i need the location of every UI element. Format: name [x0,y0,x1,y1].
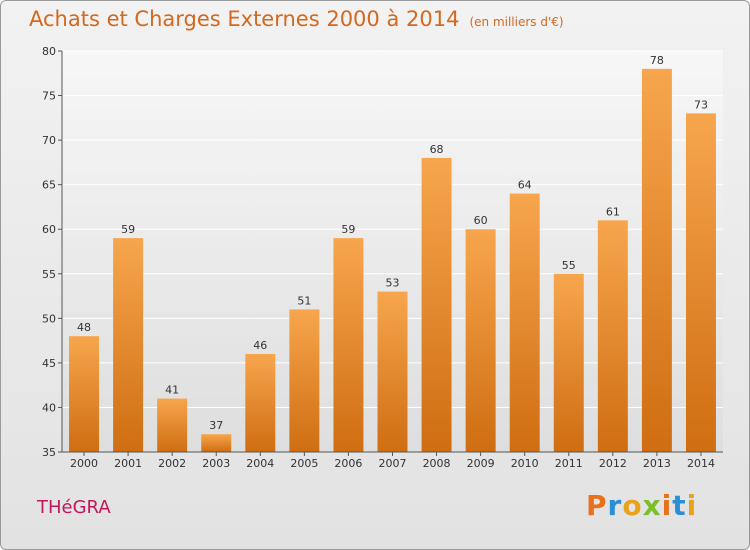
chart-title: Achats et Charges Externes 2000 à 2014 [29,7,460,31]
x-tick-label: 2006 [334,457,362,470]
y-tick-label: 55 [42,268,56,281]
y-tick-label: 75 [42,90,56,103]
y-tick-label: 70 [42,134,56,147]
logo-letter: r [607,489,623,522]
bar-value-label: 78 [650,54,664,67]
bar [641,68,672,453]
bars: 48 59 41 37 46 51 59 53 68 60 64 55 61 78 73 [69,54,716,453]
bar-value-label: 59 [121,223,135,236]
bar [245,353,276,452]
logo-letter: i [686,489,698,522]
y-axis-ticks: 35 40 45 50 55 60 65 70 75 80 [42,45,62,459]
bar [333,238,364,452]
bar [597,220,628,452]
y-tick-label: 35 [42,446,56,459]
bar-value-label: 37 [209,419,223,432]
commune-name: THéGRA [37,497,111,518]
bar-value-label: 59 [341,223,355,236]
bar [509,193,540,453]
x-tick-label: 2000 [70,457,98,470]
bar [685,113,716,452]
bar-value-label: 60 [474,214,488,227]
bar [421,157,452,452]
x-tick-label: 2013 [643,457,671,470]
x-tick-label: 2004 [246,457,274,470]
chart-title-row: Achats et Charges Externes 2000 à 2014 (e… [29,7,564,31]
logo-letter: o [622,489,643,522]
x-tick-label: 2009 [467,457,495,470]
x-tick-label: 2003 [202,457,230,470]
chart-subtitle: (en milliers d'€) [469,15,564,29]
x-tick-label: 2010 [511,457,539,470]
bar [465,229,496,452]
bar-value-label: 61 [606,205,620,218]
bar-value-label: 53 [386,277,400,290]
logo-letter: x [642,489,662,522]
bar [553,273,584,452]
bar-value-label: 55 [562,259,576,272]
y-tick-label: 50 [42,312,56,325]
bar [157,398,188,452]
logo-letter: t [672,489,687,522]
bar-value-label: 64 [518,179,532,192]
y-tick-label: 80 [42,45,56,58]
x-tick-label: 2012 [599,457,627,470]
x-tick-label: 2001 [114,457,142,470]
x-tick-label: 2011 [555,457,583,470]
bar-value-label: 51 [297,294,311,307]
y-tick-label: 40 [42,401,56,414]
logo-letter: i [661,489,673,522]
y-tick-label: 45 [42,357,56,370]
x-tick-label: 2008 [423,457,451,470]
bar-value-label: 48 [77,321,91,334]
logo-letter: P [586,489,608,522]
bar-value-label: 41 [165,384,179,397]
bar-value-label: 46 [253,339,267,352]
bar-value-label: 73 [694,98,708,111]
x-axis-ticks: 2000 2001 2002 2003 2004 2005 2006 2007 2008 2009… [70,452,715,470]
bar [69,336,100,452]
x-tick-label: 2014 [687,457,715,470]
proxiti-logo: Proxiti [586,489,697,522]
bar [201,434,232,452]
bar [289,309,320,452]
x-tick-label: 2005 [290,457,318,470]
x-tick-label: 2007 [379,457,407,470]
bar [377,291,408,452]
x-tick-label: 2002 [158,457,186,470]
axes [61,51,723,453]
bar-value-label: 68 [430,143,444,156]
y-tick-label: 65 [42,179,56,192]
y-tick-label: 60 [42,223,56,236]
bar [113,238,144,452]
